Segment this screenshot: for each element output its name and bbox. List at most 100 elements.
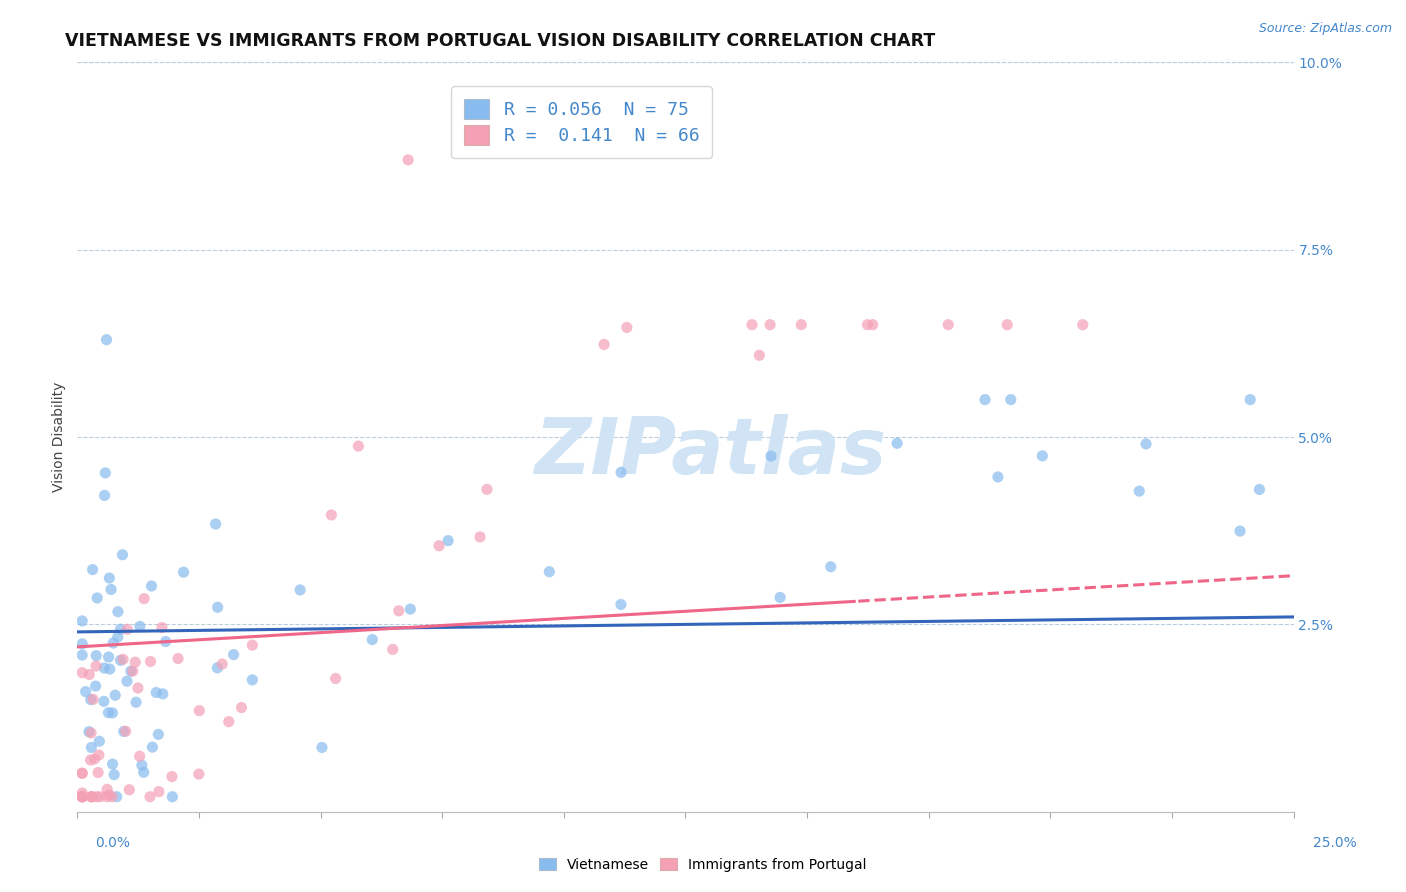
Point: [150, 621, 173, 635]
Point: [128, 619, 150, 633]
Point: [1128, 484, 1150, 499]
Point: [468, 530, 491, 544]
Point: [311, 740, 333, 755]
Point: [610, 598, 633, 612]
Point: [70, 789, 93, 804]
Point: [187, 767, 209, 781]
Point: [361, 632, 384, 647]
Point: [131, 758, 153, 772]
Point: [381, 642, 404, 657]
Point: [89, 789, 111, 804]
Point: [437, 533, 460, 548]
Point: [1249, 483, 1271, 497]
Point: [124, 655, 146, 669]
Point: [80, 789, 103, 804]
Point: [162, 789, 184, 804]
Point: [82, 692, 104, 706]
Point: [127, 681, 149, 695]
Point: [886, 436, 908, 450]
Legend: R = 0.056  N = 75, R =  0.141  N = 66: R = 0.056 N = 75, R = 0.141 N = 66: [451, 87, 711, 158]
Point: [125, 695, 148, 709]
Point: [87, 765, 110, 780]
Point: [80, 789, 103, 804]
Point: [110, 653, 132, 667]
Point: [84, 648, 107, 663]
Point: [83, 752, 105, 766]
Point: [112, 724, 135, 739]
Point: [936, 318, 959, 332]
Point: [222, 648, 245, 662]
Legend: Vietnamese, Immigrants from Portugal: Vietnamese, Immigrants from Portugal: [537, 855, 869, 874]
Point: [87, 747, 110, 762]
Point: [114, 724, 136, 739]
Point: [148, 727, 170, 741]
Point: [593, 337, 616, 351]
Y-axis label: Vision Disability: Vision Disability: [52, 382, 66, 492]
Point: [105, 789, 128, 804]
Point: [101, 706, 124, 720]
Point: [1229, 524, 1251, 538]
Point: [80, 740, 103, 755]
Point: [152, 687, 174, 701]
Point: [399, 602, 422, 616]
Point: [75, 684, 97, 698]
Point: [70, 665, 93, 680]
Point: [101, 757, 124, 772]
Point: [79, 667, 101, 681]
Point: [1071, 318, 1094, 332]
Point: [616, 320, 638, 334]
Point: [96, 789, 118, 804]
Point: [759, 449, 782, 463]
Point: [98, 788, 121, 802]
Point: [80, 726, 103, 740]
Point: [820, 559, 842, 574]
Point: [96, 333, 118, 347]
Point: [107, 605, 129, 619]
Point: [288, 582, 311, 597]
Point: [70, 766, 93, 780]
Text: Source: ZipAtlas.com: Source: ZipAtlas.com: [1258, 22, 1392, 36]
Point: [70, 789, 93, 804]
Point: [769, 591, 792, 605]
Point: [995, 318, 1018, 332]
Point: [70, 614, 93, 628]
Point: [93, 694, 115, 708]
Point: [80, 789, 103, 804]
Point: [207, 661, 229, 675]
Point: [167, 651, 190, 665]
Point: [120, 664, 142, 678]
Point: [1000, 392, 1022, 407]
Point: [80, 692, 103, 706]
Point: [790, 318, 813, 332]
Point: [396, 153, 419, 167]
Point: [475, 483, 498, 497]
Point: [111, 652, 134, 666]
Point: [218, 714, 240, 729]
Point: [139, 655, 162, 669]
Point: [118, 782, 141, 797]
Point: [987, 470, 1010, 484]
Point: [155, 634, 177, 648]
Point: [347, 439, 370, 453]
Point: [70, 789, 93, 804]
Point: [974, 392, 997, 407]
Point: [748, 348, 770, 362]
Point: [70, 648, 93, 662]
Point: [141, 740, 163, 755]
Point: [759, 318, 782, 332]
Text: 25.0%: 25.0%: [1313, 836, 1357, 850]
Point: [82, 563, 104, 577]
Point: [84, 659, 107, 673]
Text: 0.0%: 0.0%: [96, 836, 131, 850]
Point: [240, 673, 263, 687]
Point: [70, 786, 93, 800]
Point: [204, 516, 226, 531]
Point: [1239, 392, 1261, 407]
Point: [77, 724, 100, 739]
Point: [70, 766, 93, 780]
Point: [96, 782, 118, 797]
Point: [862, 318, 884, 332]
Point: [741, 318, 763, 332]
Point: [240, 638, 263, 652]
Point: [132, 591, 155, 606]
